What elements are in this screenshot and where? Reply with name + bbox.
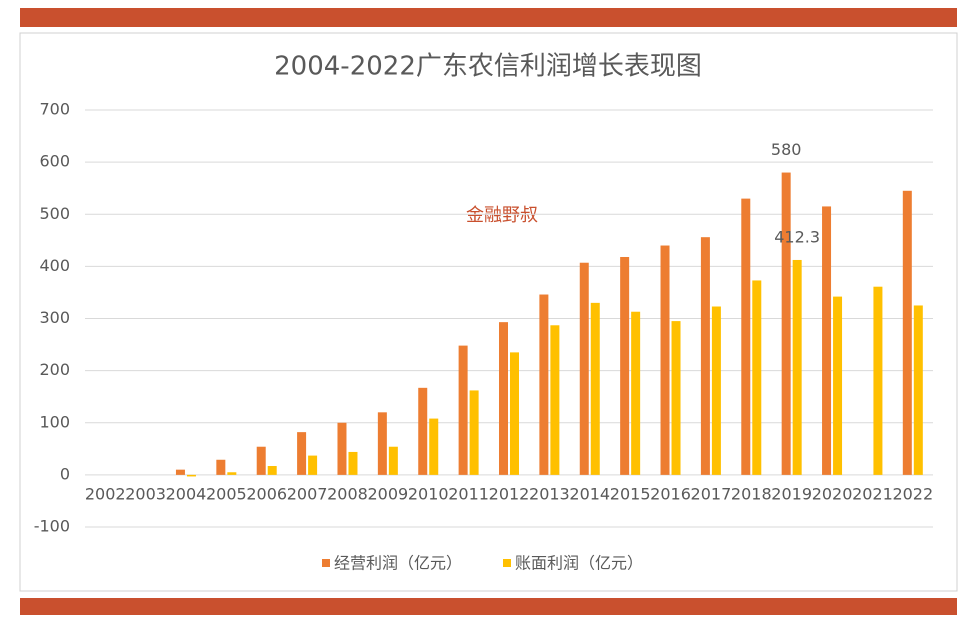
- y-tick-label: 200: [39, 360, 70, 379]
- bar: [752, 280, 762, 475]
- x-tick-label: 2003: [125, 484, 166, 503]
- bar: [741, 198, 751, 475]
- y-tick-label: 700: [39, 100, 70, 119]
- bar: [308, 455, 318, 475]
- x-tick-label: 2011: [448, 484, 489, 503]
- legend-label: 经营利润（亿元）: [334, 554, 462, 573]
- x-tick-label: 2018: [731, 484, 772, 503]
- bar: [590, 302, 600, 475]
- bar: [781, 172, 791, 475]
- x-tick-label: 2007: [287, 484, 328, 503]
- bar: [348, 451, 358, 475]
- bar: [550, 325, 560, 475]
- bar: [458, 345, 468, 475]
- bar: [388, 446, 398, 475]
- data-label: 412.3: [774, 227, 820, 246]
- bar: [499, 322, 508, 475]
- x-tick-label: 2005: [206, 484, 247, 503]
- bar: [579, 262, 589, 475]
- bar: [186, 474, 196, 477]
- bar: [256, 446, 266, 475]
- x-tick-label: 2008: [327, 484, 368, 503]
- x-tick-label: 2002: [85, 484, 126, 503]
- bar: [700, 237, 710, 475]
- frame: [19, 32, 958, 592]
- top-band: [20, 8, 957, 27]
- bar: [660, 245, 670, 475]
- bar: [792, 259, 802, 475]
- x-tick-label: 2012: [489, 484, 530, 503]
- x-tick-label: 2009: [367, 484, 408, 503]
- x-tick-label: 2010: [408, 484, 449, 503]
- bar: [297, 432, 307, 475]
- x-tick-label: 2015: [610, 484, 651, 503]
- y-tick-label: -100: [34, 517, 70, 536]
- bar: [377, 412, 387, 475]
- bar: [469, 390, 479, 475]
- bottom-band: [20, 598, 957, 615]
- bar: [671, 321, 681, 475]
- bar: [429, 418, 439, 475]
- x-tick-label: 2016: [650, 484, 691, 503]
- x-tick-label: 2014: [569, 484, 610, 503]
- legend-label: 账面利润（亿元）: [515, 554, 643, 573]
- x-tick-label: 2006: [246, 484, 287, 503]
- bar: [510, 352, 519, 475]
- bar: [873, 286, 883, 475]
- bar: [631, 311, 641, 475]
- bar: [227, 472, 237, 475]
- x-tick-label: 2013: [529, 484, 570, 503]
- bar: [902, 190, 912, 475]
- y-tick-label: 300: [39, 308, 70, 327]
- y-tick-label: 0: [60, 464, 70, 483]
- bar: [539, 294, 549, 475]
- bar: [267, 466, 277, 475]
- bar: [913, 305, 923, 475]
- bar: [175, 469, 185, 475]
- y-tick-label: 400: [39, 256, 70, 275]
- bar: [216, 459, 226, 475]
- x-tick-label: 2020: [812, 484, 853, 503]
- y-tick-label: 100: [39, 412, 70, 431]
- watermark: 金融野叔: [466, 205, 538, 226]
- data-label: 580: [771, 140, 802, 159]
- x-tick-label: 2017: [691, 484, 732, 503]
- bar: [337, 422, 347, 475]
- x-tick-label: 2022: [892, 484, 933, 503]
- x-tick-label: 2021: [852, 484, 893, 503]
- y-tick-label: 600: [39, 152, 70, 171]
- chart-title: 2004-2022广东农信利润增长表现图: [274, 52, 702, 82]
- bar: [711, 306, 721, 475]
- x-tick-label: 2019: [771, 484, 812, 503]
- bar: [833, 296, 843, 475]
- bar: [418, 387, 428, 475]
- x-tick-label: 2004: [166, 484, 207, 503]
- legend-swatch: [322, 559, 330, 567]
- legend-swatch: [503, 559, 511, 567]
- bar: [620, 256, 630, 475]
- y-tick-label: 500: [39, 204, 70, 223]
- bar: [822, 206, 832, 475]
